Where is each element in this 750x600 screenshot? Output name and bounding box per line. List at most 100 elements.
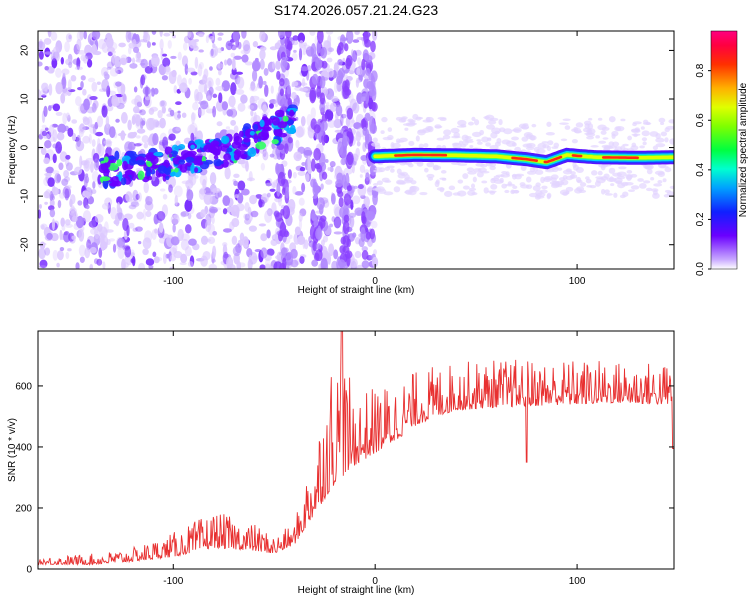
noise-blob: [298, 197, 305, 206]
noise-blob: [212, 245, 217, 259]
noise-blob: [260, 233, 268, 242]
haze-blob: [381, 177, 390, 183]
noise-blob: [116, 201, 121, 214]
haze-blob: [462, 185, 470, 190]
noise-blob: [309, 31, 316, 36]
haze-blob: [399, 171, 408, 176]
band-blob: [226, 147, 233, 153]
chart-title: S174.2026.057.21.24.G23: [274, 2, 438, 18]
noise-streak-blob: [343, 214, 350, 223]
snr-y-tick-label: 600: [15, 381, 32, 392]
noise-blob: [171, 34, 177, 39]
noise-blob: [355, 77, 360, 88]
haze-blob: [511, 189, 520, 194]
noise-blob: [295, 126, 304, 138]
noise-blob: [248, 254, 253, 266]
band-blob: [257, 131, 268, 140]
noise-blob: [262, 107, 271, 114]
haze-blob: [639, 183, 647, 189]
noise-blob: [207, 236, 216, 245]
noise-blob: [137, 192, 142, 202]
noise-blob: [333, 231, 343, 235]
snr-x-tick-label: 100: [569, 576, 586, 587]
haze-blob: [479, 129, 485, 136]
noise-blob: [51, 187, 59, 196]
noise-blob: [295, 139, 300, 149]
noise-blob: [208, 80, 212, 88]
noise-blob: [49, 199, 55, 207]
noise-blob: [106, 66, 112, 70]
noise-streak-blob: [311, 259, 319, 267]
noise-blob: [206, 95, 211, 101]
haze-blob: [499, 177, 504, 183]
haze-blob: [585, 132, 596, 137]
band-blob: [222, 136, 228, 144]
haze-blob: [440, 170, 447, 174]
band-blob: [249, 130, 255, 136]
noise-blob: [38, 209, 42, 219]
haze-blob: [597, 170, 603, 176]
noise-blob: [44, 140, 52, 149]
noise-blob: [200, 235, 209, 245]
noise-streak-blob: [365, 172, 370, 182]
haze-blob: [514, 146, 522, 153]
ridge-peak-segment: [394, 153, 448, 157]
noise-blob: [221, 101, 229, 111]
haze-blob: [513, 127, 522, 134]
band-blob: [146, 168, 151, 178]
noise-blob: [171, 69, 177, 78]
noise-blob: [160, 100, 165, 107]
haze-blob: [483, 187, 489, 194]
noise-blob: [250, 210, 259, 218]
noise-blob: [108, 238, 116, 242]
noise-blob: [154, 228, 161, 235]
noise-blob: [226, 58, 233, 66]
noise-blob: [104, 73, 110, 80]
noise-blob: [300, 66, 309, 72]
noise-streak-blob: [338, 197, 344, 208]
noise-blob: [153, 256, 160, 264]
noise-blob: [300, 63, 309, 77]
haze-blob: [427, 176, 434, 181]
haze-blob: [604, 193, 613, 196]
noise-blob: [52, 129, 58, 143]
noise-blob: [158, 222, 164, 233]
noise-blob: [224, 166, 231, 180]
noise-blob: [188, 238, 197, 246]
noise-blob: [40, 147, 47, 156]
band-blob: [194, 167, 199, 173]
noise-blob: [167, 40, 172, 49]
band-blob: [99, 176, 111, 182]
spectrogram-x-tick-label: 100: [569, 276, 586, 287]
snr-series-line: [38, 331, 674, 566]
noise-blob: [118, 42, 126, 48]
noise-blob: [333, 249, 339, 260]
haze-blob: [601, 126, 610, 131]
noise-streak-blob: [309, 89, 317, 104]
noise-blob: [328, 243, 335, 257]
haze-blob: [608, 167, 616, 174]
noise-streak-blob: [313, 184, 320, 195]
noise-blob: [168, 133, 176, 141]
noise-streak-blob: [313, 124, 321, 134]
band-blob: [179, 163, 188, 173]
noise-blob: [83, 176, 88, 189]
haze-blob: [475, 162, 485, 167]
noise-blob: [51, 58, 58, 69]
noise-blob: [159, 100, 167, 108]
noise-blob: [198, 49, 204, 53]
haze-blob: [500, 173, 511, 178]
noise-streak-blob: [315, 58, 323, 71]
noise-blob: [218, 69, 222, 76]
noise-blob: [319, 197, 329, 204]
noise-blob: [242, 40, 251, 52]
noise-blob: [67, 127, 74, 138]
noise-blob: [258, 199, 265, 208]
noise-blob: [198, 33, 204, 38]
noise-blob: [134, 109, 143, 114]
noise-streak-blob: [319, 101, 326, 113]
haze-blob: [415, 135, 420, 142]
haze-blob: [485, 124, 496, 130]
haze-blob: [437, 116, 447, 120]
noise-blob: [38, 133, 44, 140]
